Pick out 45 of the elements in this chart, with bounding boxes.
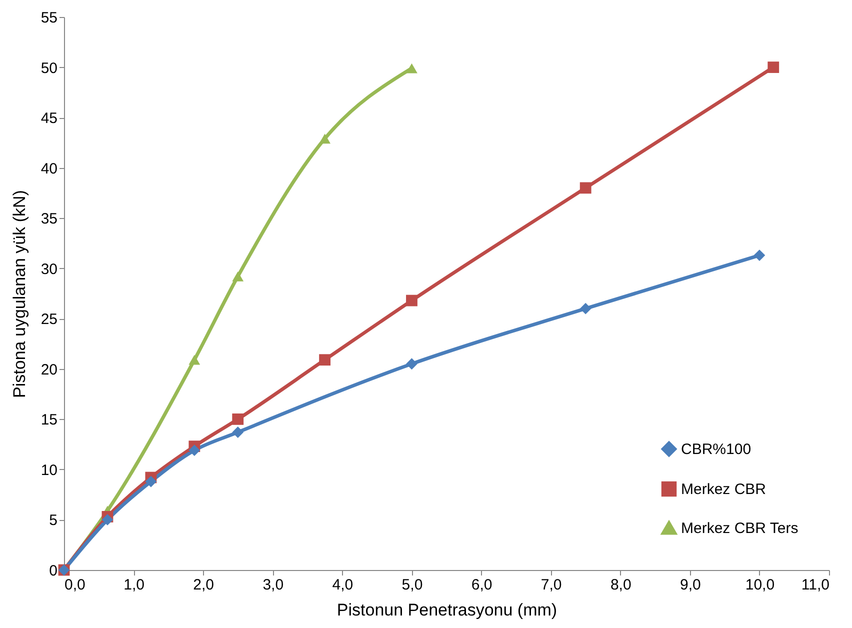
point bbox=[232, 271, 244, 282]
x-tick-label: 0,0 bbox=[64, 576, 86, 594]
point bbox=[188, 444, 200, 456]
point bbox=[188, 354, 200, 365]
point bbox=[232, 413, 244, 425]
x-tick-label: 4,0 bbox=[332, 576, 354, 594]
y-tick-label: 0 bbox=[49, 562, 58, 580]
x-tick-label: 11,0 bbox=[801, 576, 830, 594]
point bbox=[406, 358, 418, 370]
y-tick-label: 40 bbox=[40, 160, 58, 178]
y-axis-title: Pistona uygulanan yük (kN) bbox=[10, 190, 29, 398]
point bbox=[102, 514, 114, 526]
x-tick-label: 5,0 bbox=[402, 576, 423, 594]
legend-label: CBR%100 bbox=[681, 441, 752, 458]
y-tick-label: 5 bbox=[49, 512, 58, 530]
point bbox=[232, 426, 244, 438]
point bbox=[580, 302, 592, 314]
y-tick-label: 45 bbox=[40, 110, 58, 128]
legend-label: Merkez CBR bbox=[681, 481, 766, 498]
y-tick-label: 35 bbox=[40, 210, 58, 228]
point bbox=[580, 182, 592, 194]
x-tick-label: 6,0 bbox=[471, 576, 492, 594]
y-tick-label: 10 bbox=[40, 462, 58, 479]
y-tick-label: 55 bbox=[40, 10, 58, 26]
x-tick-label: 8,0 bbox=[610, 576, 632, 594]
x-tick-label: 2,0 bbox=[193, 576, 214, 594]
point bbox=[406, 63, 418, 74]
x-axis-title: Pistonun Penetrasyonu (mm) bbox=[336, 600, 558, 620]
x-tick-label: 1,0 bbox=[124, 576, 144, 594]
point bbox=[768, 62, 780, 73]
x-tick-label: 7,0 bbox=[540, 576, 562, 594]
y-tick-label: 50 bbox=[40, 60, 58, 77]
y-tick-label: 30 bbox=[40, 260, 58, 278]
point bbox=[754, 250, 766, 261]
x-tick-label: 9,0 bbox=[680, 576, 701, 594]
legend-label: Merkez CBR Ters bbox=[681, 520, 798, 537]
x-tick-label: 10,0 bbox=[745, 576, 775, 594]
point bbox=[319, 134, 330, 144]
y-tick-label: 25 bbox=[40, 311, 58, 328]
y-tick-label: 20 bbox=[40, 361, 58, 378]
point bbox=[145, 476, 157, 488]
point bbox=[319, 354, 330, 366]
point bbox=[406, 294, 418, 306]
x-tick-label: 3,0 bbox=[262, 576, 284, 594]
y-tick-label: 15 bbox=[40, 412, 58, 429]
